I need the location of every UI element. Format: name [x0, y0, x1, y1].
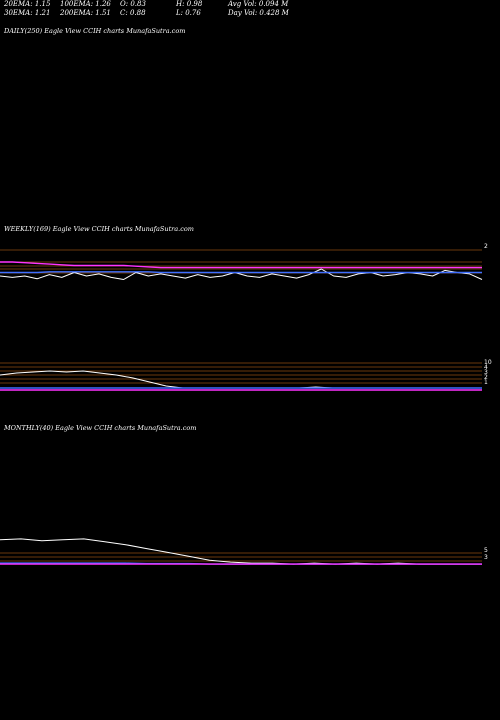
weekly-price-line — [0, 268, 483, 280]
stat-100ema: 100EMA: 1.26 — [60, 0, 111, 8]
weekly-lower-tick-label: 2 — [484, 374, 488, 381]
weekly-lower-tick-label: 3 — [484, 369, 488, 376]
monthly-chart: 53 — [0, 538, 488, 565]
stat-low: L: 0.76 — [176, 9, 201, 17]
stat-open: O: 0.83 — [120, 0, 146, 8]
monthly-y-tick-label: 5 — [484, 547, 488, 554]
stat-close: C: 0.88 — [120, 9, 146, 17]
stat-20ema: 20EMA: 1.15 — [4, 0, 51, 8]
weekly-ema-magenta-line — [0, 261, 482, 269]
stat-30ema: 30EMA: 1.21 — [4, 9, 51, 17]
weekly-ema-blue-line — [0, 271, 482, 274]
stat-200ema: 200EMA: 1.51 — [60, 9, 111, 17]
monthly-panel-title: MONTHLY(40) Eagle View CCIH charts Munaf… — [4, 424, 197, 432]
weekly-decline-line — [0, 370, 482, 389]
weekly-lower-tick-label: 10 — [484, 359, 492, 366]
stat-day-vol: Day Vol: 0.428 M — [228, 9, 289, 17]
stat-high: H: 0.98 — [176, 0, 203, 8]
weekly-y-tick-label: 2 — [484, 243, 488, 250]
daily-panel-title: DAILY(250) Eagle View CCIH charts Munafa… — [4, 27, 186, 35]
weekly-lower-tick-label: 4 — [484, 364, 488, 371]
weekly-lower-tick-label: 1 — [484, 379, 488, 386]
monthly-price-line — [0, 538, 482, 565]
weekly-panel-title: WEEKLY(169) Eagle View CCIH charts Munaf… — [4, 225, 194, 233]
stat-avg-vol: Avg Vol: 0.094 M — [228, 0, 289, 8]
monthly-y-tick-label: 3 — [484, 554, 488, 561]
